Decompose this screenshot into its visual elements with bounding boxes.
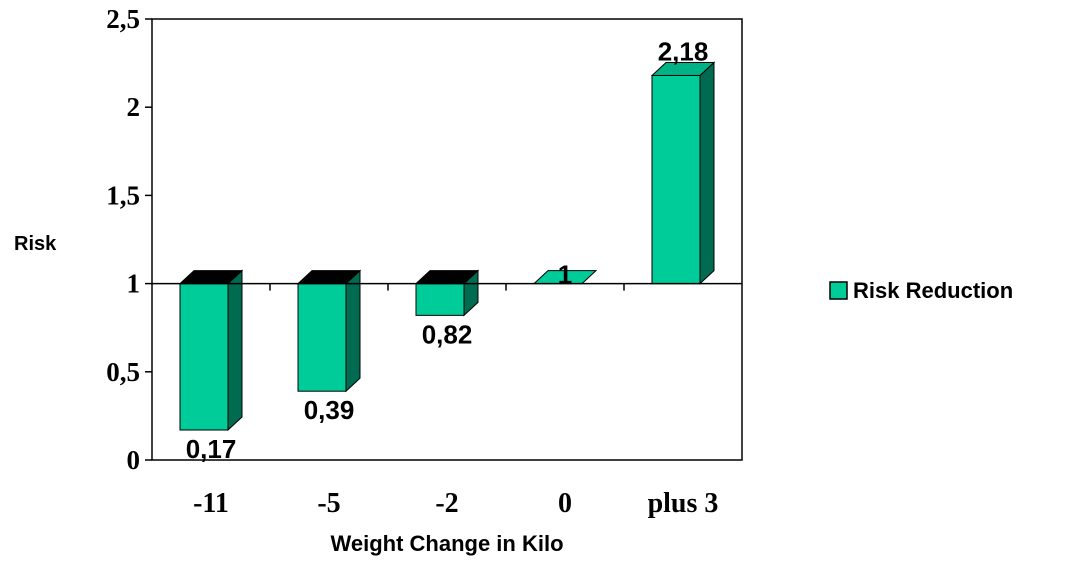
- value-label: 2,18: [658, 36, 709, 66]
- y-axis: 0 0,5 1 1,5 2 2,5: [106, 4, 152, 475]
- bar-front-face: [651, 74, 701, 285]
- y-tick-label: 0,5: [106, 357, 140, 387]
- bar-side-face: [227, 269, 243, 432]
- bar: [296, 269, 362, 393]
- bar-front-face: [179, 283, 229, 431]
- y-axis-title: Risk: [14, 233, 57, 255]
- bar-side-face: [345, 269, 361, 393]
- x-tick-label: plus 3: [648, 488, 719, 519]
- x-tick-label: -11: [193, 488, 229, 519]
- plot-area: [151, 18, 743, 461]
- value-label: 0,82: [422, 319, 473, 349]
- y-tick-label: 1,5: [106, 180, 140, 210]
- bar-front-face: [297, 283, 347, 392]
- bars: [178, 61, 716, 432]
- x-tick-label: 0: [558, 488, 572, 519]
- bar-front-face: [415, 283, 465, 316]
- y-tick-label: 2: [127, 92, 141, 122]
- bar: [414, 269, 480, 317]
- bar-side-face: [699, 61, 715, 285]
- legend-swatch: [829, 281, 848, 300]
- legend: Risk Reduction: [829, 278, 1013, 303]
- bar: [650, 61, 716, 285]
- y-tick-label: 2,5: [106, 4, 140, 34]
- x-axis-title: Weight Change in Kilo: [330, 531, 563, 556]
- y-tick-label: 1: [127, 269, 141, 299]
- value-label: 1: [558, 260, 572, 290]
- x-tick-label: -5: [317, 488, 340, 519]
- legend-label: Risk Reduction: [853, 278, 1013, 303]
- y-tick-label: 0: [127, 445, 141, 475]
- value-label: 0,39: [304, 395, 355, 425]
- x-tick-label: -2: [435, 488, 458, 519]
- value-labels: 0,17 0,39 0,82 1 2,18: [186, 36, 709, 464]
- x-axis: -11 -5 -2 0 plus 3: [193, 283, 719, 519]
- bar: [178, 269, 244, 432]
- value-label: 0,17: [186, 434, 237, 464]
